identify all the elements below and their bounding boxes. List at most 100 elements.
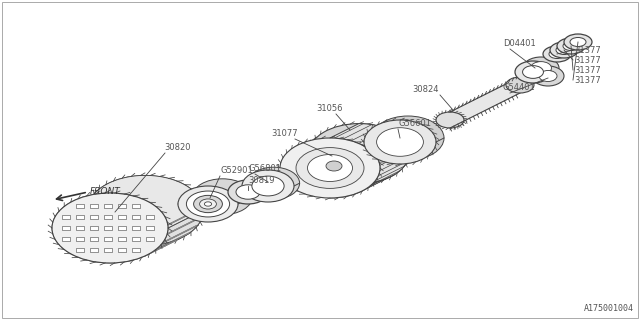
Ellipse shape [543, 46, 571, 62]
Ellipse shape [553, 47, 565, 54]
Polygon shape [166, 216, 204, 234]
Ellipse shape [558, 44, 570, 52]
Polygon shape [62, 226, 70, 230]
Text: 31077: 31077 [272, 129, 298, 138]
Polygon shape [104, 226, 112, 230]
Ellipse shape [236, 185, 260, 199]
Ellipse shape [515, 61, 551, 83]
Text: A175001004: A175001004 [584, 304, 634, 313]
Ellipse shape [376, 128, 424, 156]
Ellipse shape [307, 155, 353, 181]
Ellipse shape [522, 66, 543, 78]
Ellipse shape [194, 195, 223, 213]
Ellipse shape [549, 50, 565, 59]
Ellipse shape [557, 38, 585, 54]
Ellipse shape [550, 42, 578, 58]
Ellipse shape [372, 116, 444, 160]
Ellipse shape [252, 176, 284, 196]
Text: G52901: G52901 [220, 166, 253, 175]
Polygon shape [118, 248, 126, 252]
Ellipse shape [549, 45, 569, 57]
Ellipse shape [554, 42, 574, 54]
Ellipse shape [193, 179, 252, 215]
Polygon shape [142, 239, 179, 257]
Polygon shape [104, 215, 112, 219]
Text: 30824: 30824 [413, 85, 439, 94]
Polygon shape [90, 248, 98, 252]
Ellipse shape [568, 38, 580, 45]
Polygon shape [132, 204, 140, 208]
Text: G54401: G54401 [502, 83, 535, 92]
Polygon shape [99, 245, 136, 262]
Polygon shape [118, 237, 126, 241]
Polygon shape [330, 124, 409, 198]
Polygon shape [118, 204, 126, 208]
Ellipse shape [563, 42, 575, 49]
Polygon shape [132, 237, 140, 241]
Text: 31377: 31377 [574, 45, 601, 54]
Ellipse shape [570, 37, 586, 46]
Text: FRONT: FRONT [90, 187, 121, 196]
Ellipse shape [556, 45, 572, 54]
Text: 31056: 31056 [317, 104, 343, 113]
Text: 30819: 30819 [248, 176, 275, 185]
Polygon shape [90, 215, 98, 219]
Ellipse shape [563, 42, 579, 51]
Ellipse shape [539, 70, 557, 82]
Text: D04401: D04401 [503, 39, 536, 48]
Polygon shape [167, 207, 204, 225]
Ellipse shape [532, 66, 564, 86]
Ellipse shape [364, 120, 436, 164]
Polygon shape [132, 215, 140, 219]
Polygon shape [90, 237, 98, 241]
Polygon shape [90, 204, 98, 208]
Ellipse shape [548, 51, 560, 58]
Ellipse shape [248, 167, 300, 199]
Ellipse shape [178, 186, 238, 222]
Text: 30820: 30820 [164, 143, 191, 152]
Polygon shape [450, 77, 520, 128]
Polygon shape [62, 237, 70, 241]
Polygon shape [76, 215, 84, 219]
Polygon shape [76, 226, 84, 230]
Polygon shape [146, 237, 154, 241]
Polygon shape [104, 237, 112, 241]
Ellipse shape [531, 62, 552, 74]
Polygon shape [161, 225, 199, 243]
Ellipse shape [242, 170, 294, 202]
Polygon shape [90, 226, 98, 230]
Polygon shape [129, 243, 166, 261]
Ellipse shape [309, 124, 409, 184]
Polygon shape [132, 226, 140, 230]
Polygon shape [76, 237, 84, 241]
Polygon shape [76, 204, 84, 208]
Text: G56801: G56801 [248, 164, 281, 173]
Text: 31377: 31377 [574, 66, 601, 75]
Ellipse shape [326, 161, 342, 171]
Ellipse shape [200, 199, 216, 209]
Polygon shape [118, 215, 126, 219]
Ellipse shape [544, 48, 564, 60]
Ellipse shape [564, 36, 584, 48]
Polygon shape [61, 230, 99, 248]
Polygon shape [132, 248, 140, 252]
Ellipse shape [186, 191, 230, 217]
Polygon shape [154, 233, 191, 251]
Polygon shape [84, 242, 122, 260]
Text: G56601: G56601 [398, 119, 431, 128]
Ellipse shape [436, 112, 464, 128]
Polygon shape [72, 237, 109, 255]
Polygon shape [62, 215, 70, 219]
Ellipse shape [87, 175, 204, 245]
Polygon shape [114, 245, 151, 263]
Ellipse shape [559, 39, 579, 51]
Ellipse shape [564, 34, 592, 50]
Polygon shape [52, 211, 204, 263]
Polygon shape [104, 248, 112, 252]
Ellipse shape [204, 202, 212, 206]
Ellipse shape [296, 148, 364, 188]
Polygon shape [118, 226, 126, 230]
Ellipse shape [52, 193, 168, 263]
Ellipse shape [228, 180, 268, 204]
Polygon shape [52, 175, 204, 228]
